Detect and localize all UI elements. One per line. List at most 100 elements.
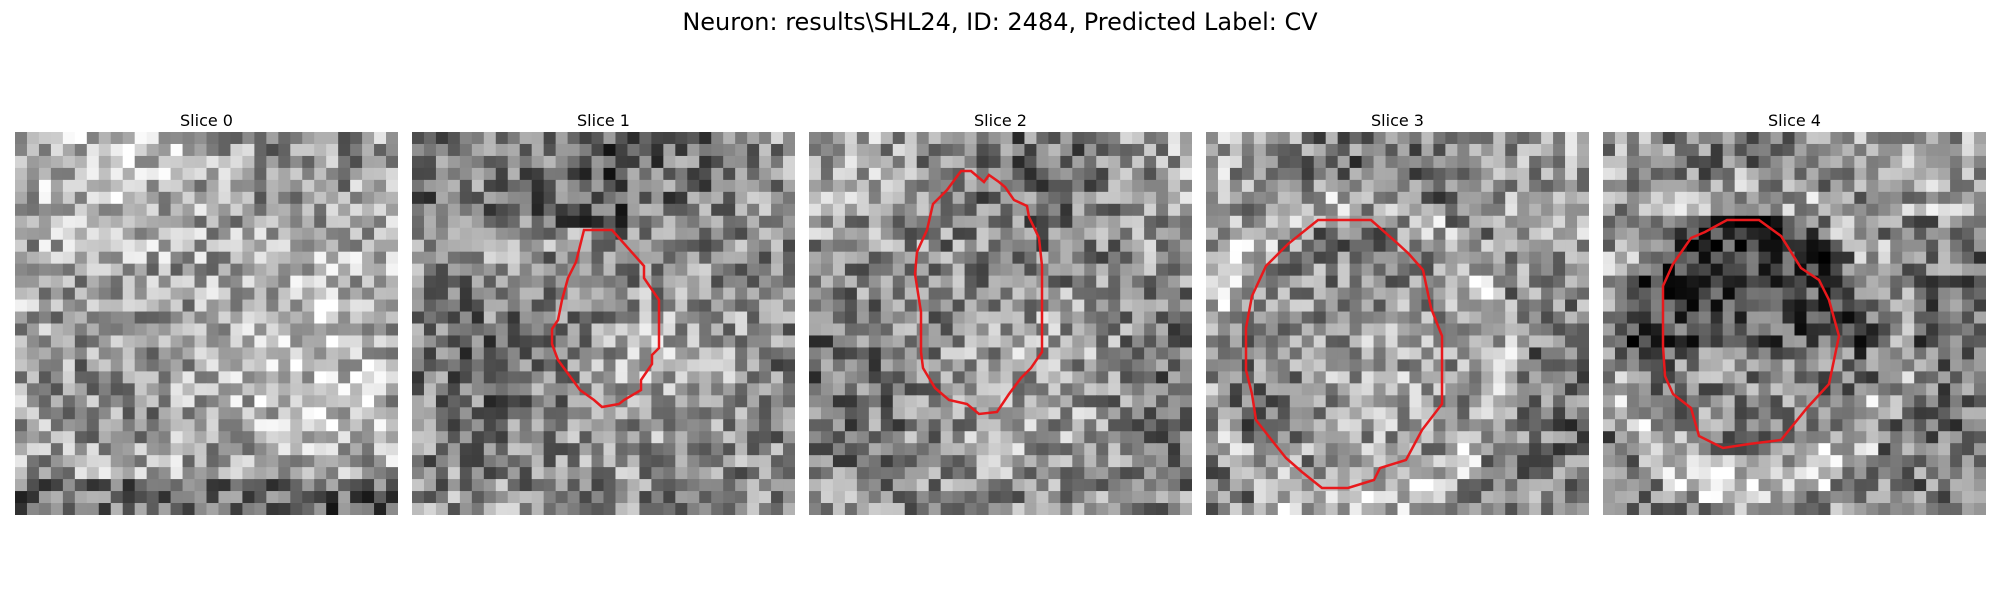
image-pixel bbox=[1060, 143, 1073, 157]
image-pixel bbox=[1144, 143, 1157, 157]
image-pixel bbox=[1313, 383, 1327, 396]
image-pixel bbox=[1132, 491, 1145, 504]
image-pixel bbox=[1217, 155, 1231, 169]
image-pixel bbox=[495, 263, 509, 277]
image-pixel bbox=[639, 431, 652, 444]
image-pixel bbox=[1541, 239, 1554, 253]
image-pixel bbox=[579, 311, 593, 324]
image-pixel bbox=[1854, 143, 1867, 157]
image-pixel bbox=[314, 419, 327, 432]
image-pixel bbox=[904, 335, 918, 348]
image-pixel bbox=[1132, 359, 1145, 372]
image-pixel bbox=[471, 407, 485, 420]
image-pixel bbox=[531, 407, 545, 420]
image-pixel bbox=[735, 263, 748, 277]
image-pixel bbox=[1493, 407, 1506, 420]
image-pixel bbox=[880, 275, 894, 289]
image-pixel bbox=[1603, 263, 1616, 277]
image-pixel bbox=[471, 347, 485, 360]
image-pixel bbox=[747, 323, 760, 336]
image-pixel bbox=[976, 503, 990, 515]
image-pixel bbox=[1096, 395, 1109, 408]
image-pixel bbox=[1974, 371, 1986, 384]
image-pixel bbox=[759, 335, 772, 348]
image-pixel bbox=[1565, 407, 1578, 420]
image-pixel bbox=[1638, 299, 1652, 313]
image-pixel bbox=[1782, 215, 1795, 229]
image-pixel bbox=[1541, 347, 1554, 360]
image-pixel bbox=[1337, 419, 1351, 432]
image-pixel bbox=[350, 191, 363, 205]
image-pixel bbox=[940, 299, 954, 313]
image-pixel bbox=[603, 467, 616, 480]
image-pixel bbox=[1902, 251, 1915, 265]
image-pixel bbox=[916, 191, 930, 205]
image-pixel bbox=[1397, 347, 1410, 360]
image-pixel bbox=[218, 275, 231, 289]
image-pixel bbox=[86, 299, 100, 313]
image-pixel bbox=[447, 239, 461, 253]
image-pixel bbox=[687, 443, 700, 456]
image-pixel bbox=[1529, 251, 1542, 265]
image-pixel bbox=[651, 455, 664, 468]
image-pixel bbox=[1180, 371, 1192, 384]
image-pixel bbox=[699, 359, 712, 372]
image-pixel bbox=[254, 395, 267, 408]
image-pixel bbox=[603, 431, 616, 444]
image-pixel bbox=[122, 251, 136, 265]
image-pixel bbox=[952, 275, 966, 289]
image-pixel bbox=[1048, 239, 1061, 253]
image-pixel bbox=[952, 215, 966, 229]
image-pixel bbox=[1553, 155, 1566, 169]
image-pixel bbox=[1914, 395, 1927, 408]
image-pixel bbox=[1144, 407, 1157, 420]
image-pixel bbox=[1180, 395, 1192, 408]
image-pixel bbox=[1024, 155, 1037, 169]
image-pixel bbox=[26, 419, 40, 432]
image-pixel bbox=[423, 263, 437, 277]
neuron-outline-2 bbox=[913, 169, 1044, 416]
image-pixel bbox=[1217, 143, 1231, 157]
image-pixel bbox=[1565, 311, 1578, 324]
image-pixel bbox=[1060, 467, 1073, 480]
image-pixel bbox=[62, 143, 76, 157]
image-pixel bbox=[809, 299, 822, 313]
image-pixel bbox=[856, 215, 870, 229]
image-pixel bbox=[74, 143, 88, 157]
image-pixel bbox=[483, 275, 497, 289]
image-pixel bbox=[591, 263, 604, 277]
image-pixel bbox=[1770, 407, 1784, 420]
image-pixel bbox=[1313, 287, 1327, 301]
image-pixel bbox=[459, 479, 473, 492]
image-pixel bbox=[868, 227, 882, 241]
image-pixel bbox=[50, 191, 64, 205]
image-pixel bbox=[1638, 227, 1652, 241]
image-pixel bbox=[567, 419, 581, 432]
image-pixel bbox=[1241, 335, 1255, 348]
image-pixel bbox=[952, 311, 966, 324]
image-pixel bbox=[1842, 443, 1855, 456]
image-pixel bbox=[543, 227, 557, 241]
image-pixel bbox=[1373, 395, 1387, 408]
image-pixel bbox=[182, 143, 196, 157]
image-pixel bbox=[302, 227, 315, 241]
image-pixel bbox=[1614, 383, 1628, 396]
image-pixel bbox=[1000, 443, 1013, 456]
image-pixel bbox=[412, 503, 425, 515]
image-pixel bbox=[723, 467, 736, 480]
image-pixel bbox=[567, 503, 581, 515]
image-pixel bbox=[1938, 323, 1951, 336]
image-pixel bbox=[1505, 239, 1518, 253]
image-pixel bbox=[412, 215, 425, 229]
image-pixel bbox=[1433, 275, 1446, 289]
image-pixel bbox=[495, 419, 509, 432]
image-pixel bbox=[1120, 335, 1133, 348]
image-pixel bbox=[170, 191, 184, 205]
image-pixel bbox=[1180, 503, 1192, 515]
image-pixel bbox=[1938, 191, 1951, 205]
image-pixel bbox=[723, 155, 736, 169]
image-pixel bbox=[639, 311, 652, 324]
image-pixel bbox=[1217, 215, 1231, 229]
image-pixel bbox=[1553, 132, 1566, 145]
image-pixel bbox=[1265, 167, 1279, 181]
